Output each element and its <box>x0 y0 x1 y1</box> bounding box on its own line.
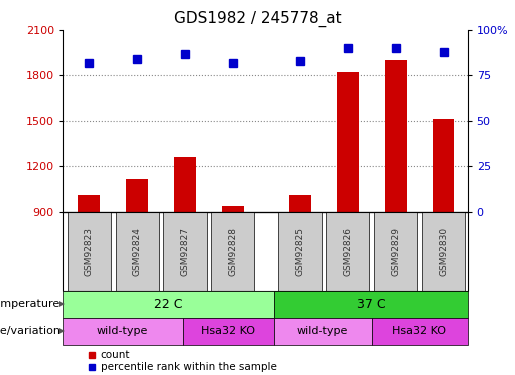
Bar <box>422 212 465 291</box>
Text: Hsa32 KO: Hsa32 KO <box>391 326 445 336</box>
Text: temperature: temperature <box>0 299 60 309</box>
Legend: count, percentile rank within the sample: count, percentile rank within the sample <box>88 350 277 372</box>
Text: 22 C: 22 C <box>154 298 182 310</box>
Bar <box>222 206 244 212</box>
Text: genotype/variation: genotype/variation <box>0 326 60 336</box>
Bar <box>211 212 254 291</box>
Bar <box>163 212 207 291</box>
Bar <box>63 318 183 345</box>
Text: GSM92830: GSM92830 <box>439 226 448 276</box>
Bar <box>433 119 454 212</box>
Text: GSM92829: GSM92829 <box>391 227 400 276</box>
Text: GSM92824: GSM92824 <box>132 227 142 276</box>
Bar <box>372 318 468 345</box>
Bar <box>279 212 321 291</box>
Bar <box>385 60 406 212</box>
Bar <box>289 195 311 212</box>
Text: Hsa32 KO: Hsa32 KO <box>201 326 255 336</box>
Text: wild-type: wild-type <box>97 326 148 336</box>
Text: 37 C: 37 C <box>357 298 386 310</box>
Bar <box>63 291 273 318</box>
Bar <box>183 318 273 345</box>
Bar <box>174 158 196 212</box>
Bar <box>273 318 372 345</box>
Bar <box>115 212 159 291</box>
Bar <box>327 212 369 291</box>
Bar <box>78 195 100 212</box>
Text: GDS1982 / 245778_at: GDS1982 / 245778_at <box>174 10 341 27</box>
Text: wild-type: wild-type <box>297 326 348 336</box>
Text: GSM92825: GSM92825 <box>296 227 304 276</box>
Text: GSM92828: GSM92828 <box>228 227 237 276</box>
Text: GSM92823: GSM92823 <box>84 227 94 276</box>
Text: GSM92826: GSM92826 <box>344 227 352 276</box>
Bar <box>126 178 148 212</box>
Bar <box>67 212 111 291</box>
Bar <box>374 212 417 291</box>
Text: GSM92827: GSM92827 <box>180 227 190 276</box>
Bar <box>337 72 358 212</box>
Bar <box>273 291 468 318</box>
